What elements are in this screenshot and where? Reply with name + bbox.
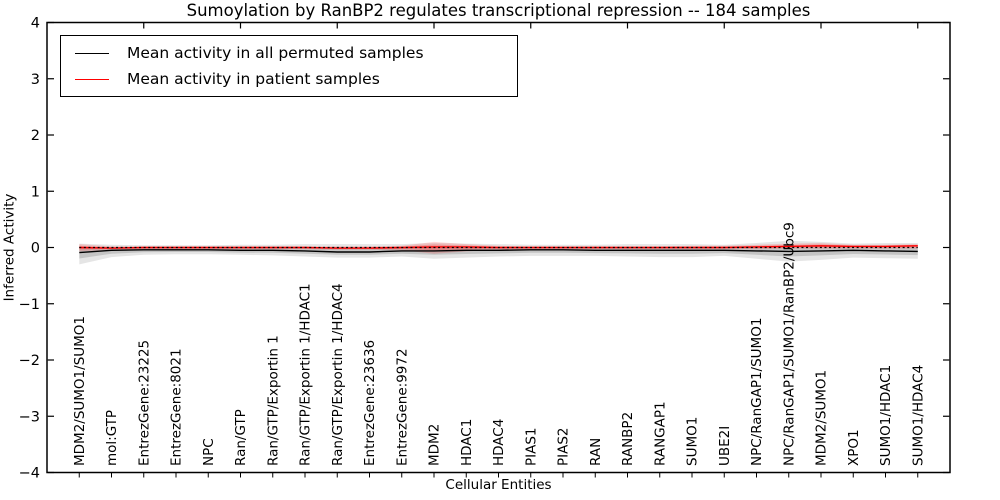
permuted-band-inner [79,246,918,259]
x-category-label: Ran/GTP/Exportin 1/HDAC4 [330,283,346,466]
x-category-label: NPC [201,438,217,466]
x-category-label: MDM2 [427,424,443,466]
chart-title: Sumoylation by RanBP2 regulates transcri… [186,1,811,20]
permuted-mean-line [79,249,918,254]
x-category-label: Ran/GTP/Exportin 1/HDAC1 [298,283,314,466]
legend-line-patient-icon [75,78,109,80]
permuted-band-outer [79,240,918,265]
y-tick-label: −3 [19,409,40,425]
y-tick-label: 3 [31,72,40,88]
y-tick-label: 0 [31,241,40,257]
x-category-label: PIAS1 [523,427,539,466]
x-category-label: EntrezGene:23225 [136,340,152,466]
legend: Mean activity in all permuted samples Me… [60,35,518,97]
y-tick-label: −2 [19,353,40,369]
x-category-label: NPC/RanGAP1/SUMO1 [749,318,765,466]
legend-label-permuted: Mean activity in all permuted samples [127,43,424,62]
y-axis-label: Inferred Activity [1,193,18,302]
x-category-label: SUMO1/HDAC4 [910,365,926,466]
x-axis-label: Cellular Entities [445,477,552,493]
x-category-label: EntrezGene:9972 [394,348,410,466]
legend-line-permuted-icon [75,52,109,54]
x-category-label: SUMO1/HDAC1 [878,365,894,466]
x-category-label: HDAC1 [459,419,475,466]
x-category-label: PIAS2 [556,427,572,466]
y-tick-label: 4 [31,16,40,32]
x-category-label: XPO1 [846,429,862,466]
x-category-label: RANBP2 [620,412,636,466]
y-tick-label: −1 [19,297,40,313]
x-category-label: RANGAP1 [652,401,668,466]
x-category-label: MDM2/SUMO1 [814,370,830,466]
legend-item-permuted: Mean activity in all permuted samples [61,44,517,63]
x-category-label: MDM2/SUMO1/SUMO1 [72,316,88,466]
x-category-label: Ran/GTP/Exportin 1 [265,335,281,466]
x-category-label: UBE2I [717,426,733,466]
x-category-label: NPC/RanGAP1/SUMO1/RanBP2/Ubc9 [781,222,797,466]
x-category-label: RAN [588,438,604,466]
x-category-label: EntrezGene:23636 [362,340,378,466]
x-category-label: SUMO1 [685,417,701,466]
x-category-label: Ran/GTP [233,409,249,466]
x-category-label: HDAC4 [491,419,507,466]
y-tick-label: 2 [31,128,40,144]
legend-label-patient: Mean activity in patient samples [127,69,380,88]
y-tick-label: −4 [19,466,40,482]
legend-item-patient: Mean activity in patient samples [61,70,517,89]
x-category-label: mol:GTP [104,410,120,466]
x-category-label: EntrezGene:8021 [169,348,185,466]
y-tick-label: 1 [31,184,40,200]
